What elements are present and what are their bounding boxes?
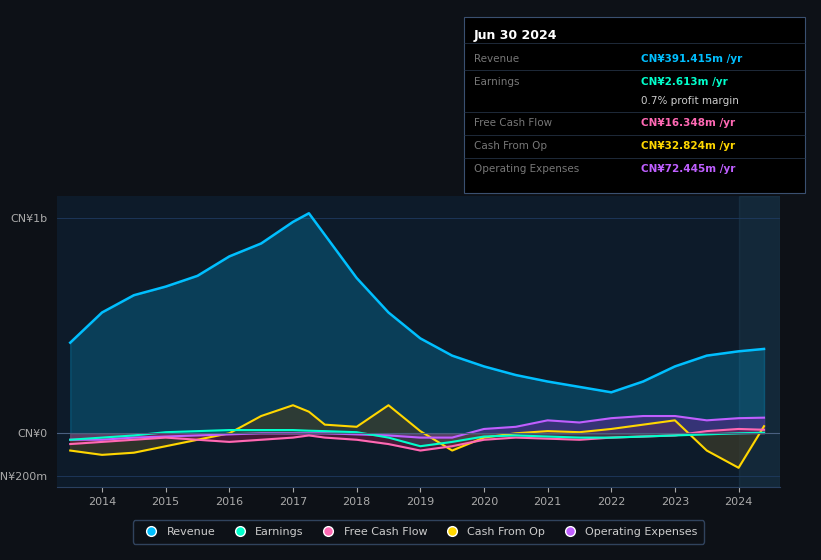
Text: CN¥16.348m /yr: CN¥16.348m /yr <box>641 118 735 128</box>
Text: Free Cash Flow: Free Cash Flow <box>474 118 553 128</box>
Text: Jun 30 2024: Jun 30 2024 <box>474 29 557 42</box>
Text: CN¥72.445m /yr: CN¥72.445m /yr <box>641 164 736 174</box>
Legend: Revenue, Earnings, Free Cash Flow, Cash From Op, Operating Expenses: Revenue, Earnings, Free Cash Flow, Cash … <box>133 520 704 544</box>
Text: Cash From Op: Cash From Op <box>474 141 547 151</box>
Text: Revenue: Revenue <box>474 54 519 64</box>
Text: CN¥32.824m /yr: CN¥32.824m /yr <box>641 141 735 151</box>
Text: Earnings: Earnings <box>474 77 520 87</box>
Text: 0.7% profit margin: 0.7% profit margin <box>641 96 739 106</box>
Text: CN¥2.613m /yr: CN¥2.613m /yr <box>641 77 727 87</box>
Text: CN¥391.415m /yr: CN¥391.415m /yr <box>641 54 742 64</box>
FancyBboxPatch shape <box>464 17 805 193</box>
Text: Operating Expenses: Operating Expenses <box>474 164 580 174</box>
Bar <box>739 196 780 487</box>
